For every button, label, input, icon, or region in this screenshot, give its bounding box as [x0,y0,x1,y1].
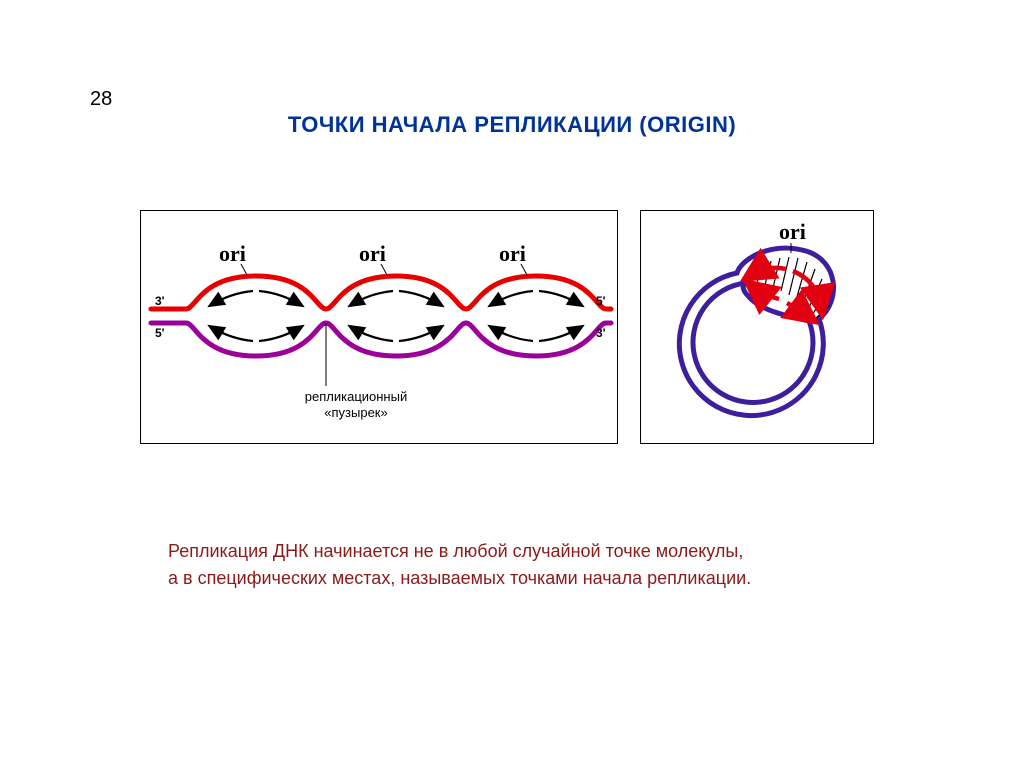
circular-replication-panel: ori [640,210,874,444]
arrow-icon [539,327,581,341]
end-label-br: 3' [596,326,606,340]
end-label-tl: 3' [155,294,165,308]
arrow-icon [259,291,301,305]
replication-arrow-icon [753,287,779,299]
arrow-icon [399,327,441,341]
arrow-icon [539,291,581,305]
end-label-bl: 5' [155,326,165,340]
ori-label-1: ori [219,241,246,266]
arrow-icon [399,291,441,305]
caption-line-2: а в специфических местах, называемых точ… [168,568,751,588]
bubble-label-2: «пузырек» [324,405,387,420]
arrow-icon [211,327,253,341]
linear-replication-panel: ori ori ori 3' 5' 5' 3' репликационный «… [140,210,618,444]
ori-label-circular: ori [779,219,806,244]
bubble-label-1: репликационный [305,389,407,404]
replication-arrow-icon [793,271,821,307]
linear-replication-svg: ori ori ori 3' 5' 5' 3' репликационный «… [141,211,617,443]
circular-replication-svg: ori [641,211,873,443]
arrow-icon [351,291,393,305]
inner-strand [693,283,813,402]
arrow-icon [211,291,253,305]
arrow-icon [259,327,301,341]
arrow-icon [491,291,533,305]
caption-line-1: Репликация ДНК начинается не в любой слу… [168,541,743,561]
ori-label-3: ori [499,241,526,266]
end-label-tr: 5' [596,294,606,308]
caption: Репликация ДНК начинается не в любой слу… [168,538,868,592]
arrow-icon [491,327,533,341]
hatch-group [749,257,830,320]
page-number: 28 [90,88,112,111]
ori-label-2: ori [359,241,386,266]
arrow-icon [351,327,393,341]
page-title: ТОЧКИ НАЧАЛА РЕПЛИКАЦИИ (ORIGIN) [0,112,1024,138]
